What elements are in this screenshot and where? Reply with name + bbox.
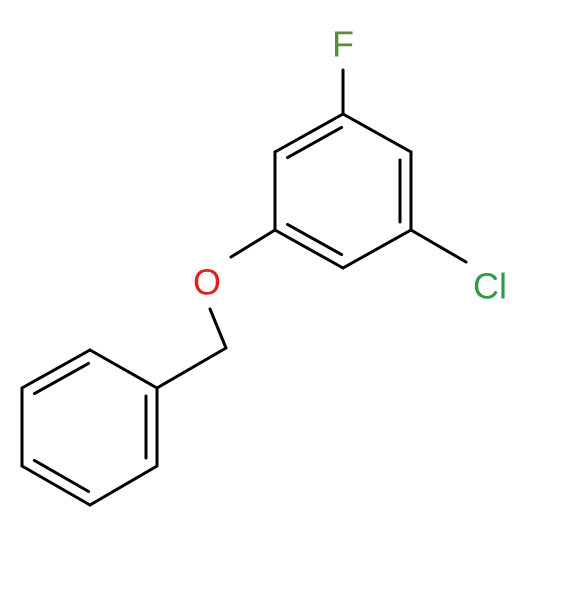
- svg-text:F: F: [332, 24, 354, 65]
- svg-text:Cl: Cl: [473, 266, 507, 307]
- svg-text:O: O: [193, 262, 221, 303]
- molecule-diagram: F O Cl: [0, 0, 586, 612]
